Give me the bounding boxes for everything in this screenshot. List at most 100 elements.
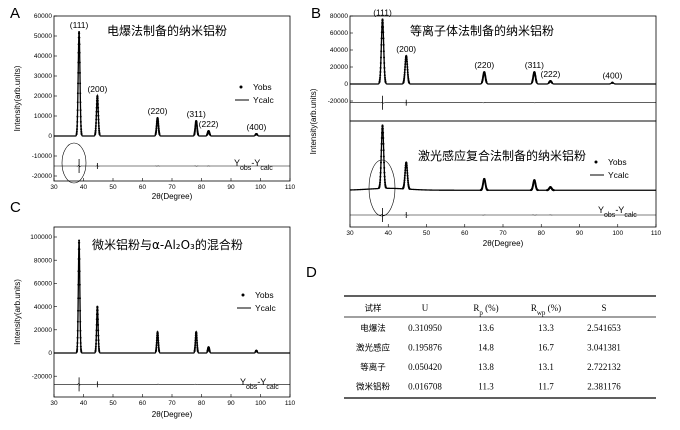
peak-label: (220): [474, 60, 494, 70]
obs-point: [379, 171, 382, 174]
obs-point: [79, 92, 82, 95]
series-calc-line: [350, 19, 656, 85]
obs-point: [256, 350, 259, 353]
obs-point: [155, 124, 158, 127]
obs-point: [94, 347, 97, 350]
table-cell: 电爆法: [360, 323, 386, 334]
obs-point: [155, 125, 158, 128]
obs-point: [156, 332, 159, 335]
obs-point: [97, 329, 100, 332]
obs-point: [407, 76, 410, 79]
obs-point: [196, 341, 199, 344]
y-tick-label: -20000: [32, 173, 53, 180]
series-calc-line: [350, 125, 656, 191]
obs-point: [97, 339, 100, 342]
obs-point: [78, 43, 81, 46]
panel-title: 激光感应复合法制备的纳米铝粉: [418, 148, 586, 163]
y-axis-label: Intensity(arb.units): [13, 65, 22, 131]
obs-point: [78, 258, 81, 261]
legend-calc-label: Ycalc: [608, 170, 630, 180]
obs-point: [381, 125, 384, 128]
obs-point: [379, 76, 382, 79]
x-axis-label: 2θ(Degree): [152, 410, 193, 419]
obs-point: [156, 334, 159, 337]
obs-point: [97, 345, 100, 348]
x-tick-label: 40: [80, 184, 88, 191]
obs-point: [98, 129, 101, 132]
obs-point: [78, 239, 81, 242]
obs-point: [195, 332, 198, 335]
obs-point: [158, 350, 161, 353]
obs-point: [76, 101, 79, 104]
obs-point: [155, 347, 158, 350]
obs-point: [403, 181, 406, 184]
obs-point: [535, 81, 538, 84]
obs-point: [196, 344, 199, 347]
obs-point: [379, 181, 382, 184]
panel-letter-C: C: [10, 199, 21, 216]
obs-point: [383, 178, 386, 181]
obs-point: [404, 60, 407, 63]
obs-point: [379, 66, 382, 69]
y-tick-label: 20000: [34, 327, 52, 334]
obs-point: [406, 179, 409, 182]
obs-point: [404, 171, 407, 174]
legend-obs-label: Yobs: [255, 290, 274, 300]
obs-point: [382, 131, 385, 134]
obs-point: [383, 70, 386, 73]
obs-point: [384, 186, 387, 189]
obs-point: [157, 122, 160, 125]
diff-label: Yobs-Ycalc: [598, 205, 637, 219]
obs-point: [380, 31, 383, 34]
obs-point: [196, 346, 199, 349]
obs-point: [98, 350, 101, 353]
obs-point: [76, 348, 79, 351]
obs-point: [382, 149, 385, 152]
obs-point: [79, 345, 82, 348]
highlight-ellipse: [61, 142, 87, 184]
table-cell: 0.195876: [408, 343, 442, 353]
obs-point: [383, 161, 386, 164]
obs-point: [157, 344, 160, 347]
obs-point: [536, 189, 539, 192]
x-tick-label: 40: [385, 230, 393, 237]
obs-point: [79, 120, 82, 123]
obs-point: [79, 329, 82, 332]
obs-point: [76, 329, 79, 332]
obs-point: [382, 43, 385, 46]
obs-point: [552, 189, 555, 192]
obs-point: [157, 336, 160, 339]
obs-point: [403, 68, 406, 71]
obs-point: [195, 124, 198, 127]
panel-letter-B: B: [311, 5, 321, 22]
table-cell: 16.7: [538, 343, 554, 353]
obs-point: [403, 76, 406, 79]
obs-point: [157, 120, 160, 123]
y-tick-label: 0: [48, 350, 52, 357]
x-tick-label: 90: [576, 230, 584, 237]
obs-point: [96, 313, 99, 316]
x-tick-label: 110: [285, 400, 296, 407]
obs-point: [408, 81, 411, 84]
obs-point: [406, 169, 409, 172]
panel-letter-D: D: [306, 264, 317, 281]
obs-point: [80, 133, 83, 136]
obs-point: [76, 341, 79, 344]
obs-point: [194, 339, 197, 342]
obs-point: [380, 136, 383, 139]
legend-obs-marker: [241, 293, 245, 297]
obs-point: [79, 125, 82, 128]
obs-point: [79, 348, 82, 351]
panel-title: 电爆法制备的纳米铝粉: [107, 23, 227, 38]
obs-point: [79, 336, 82, 339]
obs-point: [96, 318, 99, 321]
panel-title: 微米铝粉与α-Al₂O₃的混合粉: [92, 237, 243, 252]
peak-label: (220): [148, 106, 168, 116]
x-tick-label: 30: [50, 400, 58, 407]
x-tick-label: 100: [612, 230, 623, 237]
obs-point: [95, 106, 98, 109]
table-cell: 0.050420: [408, 362, 442, 372]
obs-point: [94, 129, 97, 132]
y-tick-label: 50000: [34, 33, 52, 40]
